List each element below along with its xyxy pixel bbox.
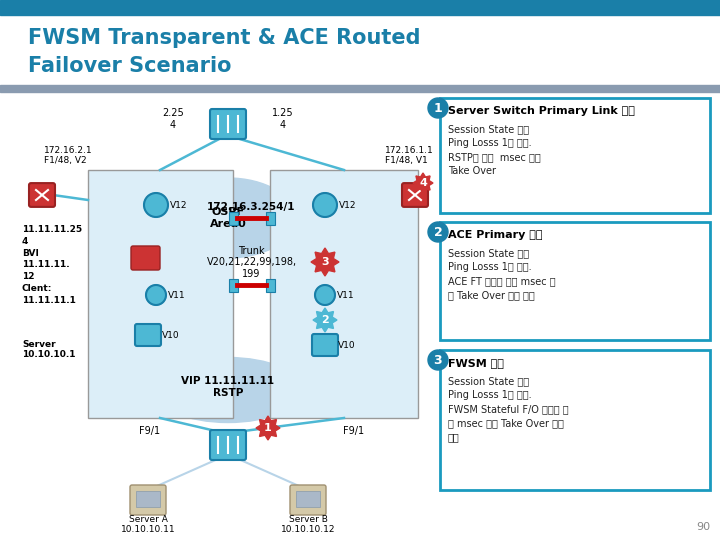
Bar	[266, 279, 274, 292]
Text: FWSM 장애: FWSM 장애	[448, 358, 504, 368]
FancyBboxPatch shape	[290, 485, 326, 515]
Text: 2.25
4: 2.25 4	[162, 108, 184, 130]
Text: VIP 11.11.11.11
RSTP: VIP 11.11.11.11 RSTP	[181, 376, 274, 398]
Text: 4: 4	[419, 178, 427, 188]
Text: 2: 2	[321, 315, 329, 325]
Ellipse shape	[161, 178, 295, 258]
FancyBboxPatch shape	[270, 170, 418, 418]
Bar	[266, 212, 274, 225]
Text: F9/1: F9/1	[343, 426, 364, 436]
Bar	[296, 491, 320, 507]
Text: Server Switch Primary Link 단절: Server Switch Primary Link 단절	[448, 106, 635, 116]
Text: Trunk
V20,21,22,99,198,
199: Trunk V20,21,22,99,198, 199	[207, 246, 297, 279]
Text: ACE Primary 장애: ACE Primary 장애	[448, 230, 542, 240]
Text: 1.25
4: 1.25 4	[272, 108, 294, 130]
FancyBboxPatch shape	[29, 183, 55, 207]
Polygon shape	[313, 308, 337, 332]
Circle shape	[313, 193, 337, 217]
FancyBboxPatch shape	[210, 430, 246, 460]
Text: V11: V11	[168, 291, 186, 300]
Text: 1: 1	[433, 102, 442, 114]
Circle shape	[428, 98, 448, 118]
Text: Server
10.10.10.1: Server 10.10.10.1	[22, 340, 76, 360]
Polygon shape	[256, 416, 280, 440]
Ellipse shape	[153, 357, 303, 422]
FancyBboxPatch shape	[131, 246, 160, 270]
FancyBboxPatch shape	[130, 485, 166, 515]
FancyBboxPatch shape	[440, 98, 710, 213]
Text: Session State 유지
Ping Losss 1개 이내.
ACE FT 기법을 통한 msec 단
위 Take Over 구성 가능: Session State 유지 Ping Losss 1개 이내. ACE F…	[448, 248, 556, 300]
Text: V10: V10	[162, 330, 179, 340]
Bar	[0, 85, 720, 92]
Text: 2: 2	[433, 226, 442, 239]
Text: V11: V11	[337, 291, 355, 300]
FancyBboxPatch shape	[440, 222, 710, 340]
Text: Server A
10.10.10.11: Server A 10.10.10.11	[121, 515, 175, 535]
Bar	[228, 279, 238, 292]
Text: V12: V12	[339, 200, 356, 210]
Bar	[0, 0, 720, 15]
Text: 11.11.11.25
4
BVI
11.11.11.
12
Clent:
11.11.11.1: 11.11.11.25 4 BVI 11.11.11. 12 Clent: 11…	[22, 225, 82, 305]
Text: 172.16.3.254/1: 172.16.3.254/1	[207, 202, 296, 212]
Polygon shape	[311, 248, 339, 276]
FancyBboxPatch shape	[440, 350, 710, 490]
FancyBboxPatch shape	[210, 109, 246, 139]
Polygon shape	[413, 173, 433, 193]
Circle shape	[144, 193, 168, 217]
Text: V10: V10	[338, 341, 356, 349]
Bar	[228, 212, 238, 225]
Text: 90: 90	[696, 522, 710, 532]
Circle shape	[428, 350, 448, 370]
Text: 172.16.1.1
F1/48, V1: 172.16.1.1 F1/48, V1	[385, 146, 433, 165]
Text: 3: 3	[321, 257, 329, 267]
Circle shape	[146, 285, 166, 305]
Bar	[136, 491, 160, 507]
Circle shape	[315, 285, 335, 305]
Text: FWSM Transparent & ACE Routed: FWSM Transparent & ACE Routed	[28, 28, 420, 48]
Text: F9/1: F9/1	[140, 426, 161, 436]
Text: V12: V12	[170, 200, 187, 210]
FancyBboxPatch shape	[135, 324, 161, 346]
Text: Server B
10.10.10.12: Server B 10.10.10.12	[281, 515, 336, 535]
Circle shape	[428, 222, 448, 242]
FancyBboxPatch shape	[312, 334, 338, 356]
Text: Session State 유지
Ping Losss 1개 이내.
RSTP에 의해  msec 단위
Take Over: Session State 유지 Ping Losss 1개 이내. RSTP에…	[448, 124, 541, 176]
Text: OSPF
Area0: OSPF Area0	[210, 207, 246, 229]
Text: 172.16.2.1
F1/48, V2: 172.16.2.1 F1/48, V2	[44, 146, 93, 165]
Text: Failover Scenario: Failover Scenario	[28, 56, 232, 76]
Text: 3: 3	[433, 354, 442, 367]
Text: 1: 1	[264, 423, 272, 433]
FancyBboxPatch shape	[88, 170, 233, 418]
FancyBboxPatch shape	[402, 183, 428, 207]
Text: Session State 유지
Ping Losss 1개 이내.
FWSM Stateful F/O 기법을 통
한 msec 단위 Take Over 구: Session State 유지 Ping Losss 1개 이내. FWSM …	[448, 376, 569, 442]
